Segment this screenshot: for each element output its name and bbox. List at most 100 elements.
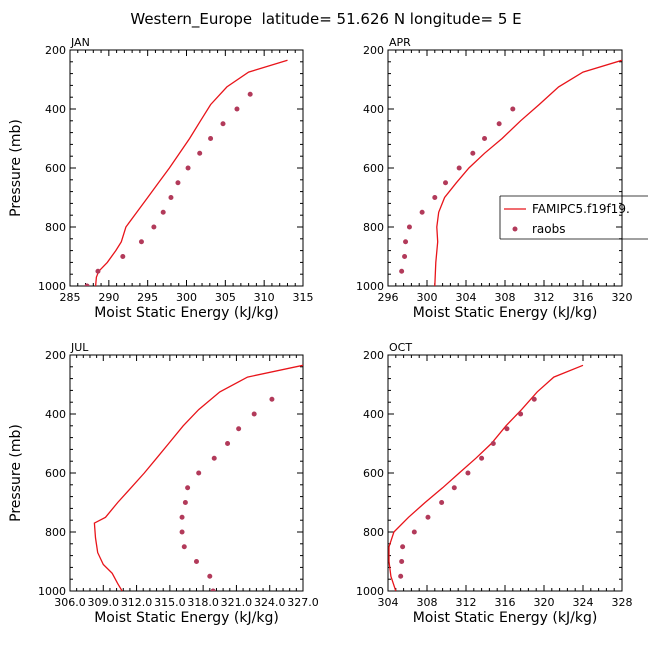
raobs-point bbox=[175, 180, 181, 186]
raobs-point bbox=[443, 180, 449, 186]
raobs-point bbox=[208, 136, 214, 141]
x-tick-label: 321.0 bbox=[221, 596, 253, 609]
raobs-point bbox=[425, 514, 431, 520]
x-tick-label: 316 bbox=[495, 596, 516, 609]
x-axis-label: Moist Static Energy (kJ/kg) bbox=[94, 610, 279, 626]
x-axis-label: Moist Static Energy (kJ/kg) bbox=[413, 305, 598, 321]
raobs-point bbox=[251, 411, 257, 417]
raobs-point bbox=[179, 514, 185, 520]
raobs-point bbox=[482, 136, 488, 141]
raobs-point bbox=[181, 544, 187, 550]
x-tick-label: 285 bbox=[60, 291, 81, 304]
raobs-point bbox=[182, 500, 188, 505]
x-tick-label: 304 bbox=[378, 596, 399, 609]
x-tick-label: 315.0 bbox=[154, 596, 186, 609]
raobs-point bbox=[504, 426, 510, 432]
y-tick-label: 800 bbox=[45, 526, 66, 539]
x-tick-label: 327.0 bbox=[287, 596, 319, 609]
raobs-point bbox=[210, 588, 216, 591]
raobs-point bbox=[398, 573, 404, 579]
plot-frame bbox=[387, 49, 623, 287]
raobs-point bbox=[138, 239, 144, 245]
model-line bbox=[388, 364, 584, 591]
x-tick-label: 290 bbox=[98, 291, 119, 304]
panel-jan: JAN 285 290 295 300 305 310 315 200 400 600 800 1000… bbox=[8, 36, 314, 321]
x-tick-label: 295 bbox=[137, 291, 158, 304]
x-tick-label: 305 bbox=[215, 291, 236, 304]
data-area bbox=[399, 59, 622, 286]
raobs-point bbox=[470, 150, 476, 156]
panel-jul: JUL 306.0 309.0 312.0 315.0 318.0 321.0 324.0 32… bbox=[8, 341, 319, 626]
raobs-point bbox=[518, 411, 524, 417]
x-tick-label: 328 bbox=[612, 596, 633, 609]
raobs-point bbox=[399, 559, 405, 564]
x-tick-label: 320 bbox=[534, 596, 555, 609]
x-tick-label: 315 bbox=[293, 291, 314, 304]
y-tick-label: 800 bbox=[363, 221, 384, 234]
x-tick-label: 320 bbox=[612, 291, 633, 304]
raobs-point bbox=[531, 396, 537, 402]
raobs-point bbox=[196, 470, 202, 476]
panel-label: JUL bbox=[70, 341, 89, 354]
raobs-point bbox=[95, 268, 101, 274]
raobs-point bbox=[411, 529, 417, 535]
y-tick-label: 600 bbox=[363, 162, 384, 175]
raobs-point bbox=[419, 209, 425, 215]
y-tick-label: 200 bbox=[45, 349, 66, 362]
raobs-point bbox=[479, 455, 485, 461]
x-tick-label: 306.0 bbox=[54, 596, 86, 609]
y-tick-label: 400 bbox=[363, 103, 384, 116]
raobs-point bbox=[247, 91, 253, 97]
raobs-point bbox=[220, 121, 226, 127]
figure-title: Western_Europe latitude= 51.626 N longit… bbox=[130, 10, 521, 29]
panel-apr: APR 296 300 304 308 312 316 320 200 400 600 800 1000… bbox=[356, 36, 633, 321]
raobs-point bbox=[400, 544, 406, 550]
plot-frame bbox=[69, 354, 304, 592]
x-tick-label: 312.0 bbox=[121, 596, 153, 609]
raobs-point bbox=[197, 150, 203, 156]
raobs-point bbox=[207, 573, 213, 579]
y-tick-label: 400 bbox=[363, 408, 384, 421]
x-tick-label: 308 bbox=[417, 596, 438, 609]
raobs-point bbox=[451, 485, 457, 491]
panel-label: JAN bbox=[70, 36, 90, 49]
y-tick-label: 200 bbox=[45, 44, 66, 57]
x-tick-label: 324 bbox=[573, 596, 594, 609]
data-area bbox=[84, 59, 288, 286]
data-area bbox=[388, 364, 584, 591]
x-tick-label: 324.0 bbox=[254, 596, 286, 609]
x-tick-label: 300 bbox=[417, 291, 438, 304]
x-tick-label: 318.0 bbox=[187, 596, 219, 609]
raobs-point bbox=[465, 470, 471, 476]
legend-obs-label: raobs bbox=[532, 222, 566, 236]
x-tick-label: 308 bbox=[495, 291, 516, 304]
x-axis-label: Moist Static Energy (kJ/kg) bbox=[413, 610, 598, 626]
raobs-point bbox=[185, 485, 191, 491]
panel-oct: OCT 304 308 312 316 320 324 328 200 400 600 800 1000… bbox=[356, 341, 633, 626]
plot-frame bbox=[387, 354, 623, 592]
y-tick-label: 600 bbox=[45, 467, 66, 480]
y-tick-label: 1000 bbox=[356, 585, 384, 598]
raobs-point bbox=[168, 195, 174, 200]
model-line bbox=[434, 59, 622, 286]
model-line bbox=[93, 364, 303, 591]
raobs-point bbox=[490, 441, 496, 446]
raobs-point bbox=[120, 254, 126, 259]
legend-obs-marker bbox=[512, 226, 518, 232]
panel-label: APR bbox=[389, 36, 411, 49]
raobs-point bbox=[403, 239, 409, 245]
x-tick-label: 309.0 bbox=[88, 596, 120, 609]
raobs-point bbox=[269, 396, 275, 402]
y-axis-label: Pressure (mb) bbox=[8, 424, 24, 522]
x-tick-label: 316 bbox=[573, 291, 594, 304]
raobs-point bbox=[456, 165, 462, 171]
y-tick-label: 800 bbox=[45, 221, 66, 234]
y-tick-label: 200 bbox=[363, 349, 384, 362]
y-tick-label: 600 bbox=[45, 162, 66, 175]
raobs-point bbox=[160, 209, 166, 215]
x-tick-label: 296 bbox=[378, 291, 399, 304]
y-tick-label: 1000 bbox=[38, 585, 66, 598]
y-tick-label: 1000 bbox=[38, 280, 66, 293]
panels: JAN 285 290 295 300 305 310 315 200 400 600 800 1000… bbox=[8, 36, 633, 626]
y-tick-label: 200 bbox=[363, 44, 384, 57]
